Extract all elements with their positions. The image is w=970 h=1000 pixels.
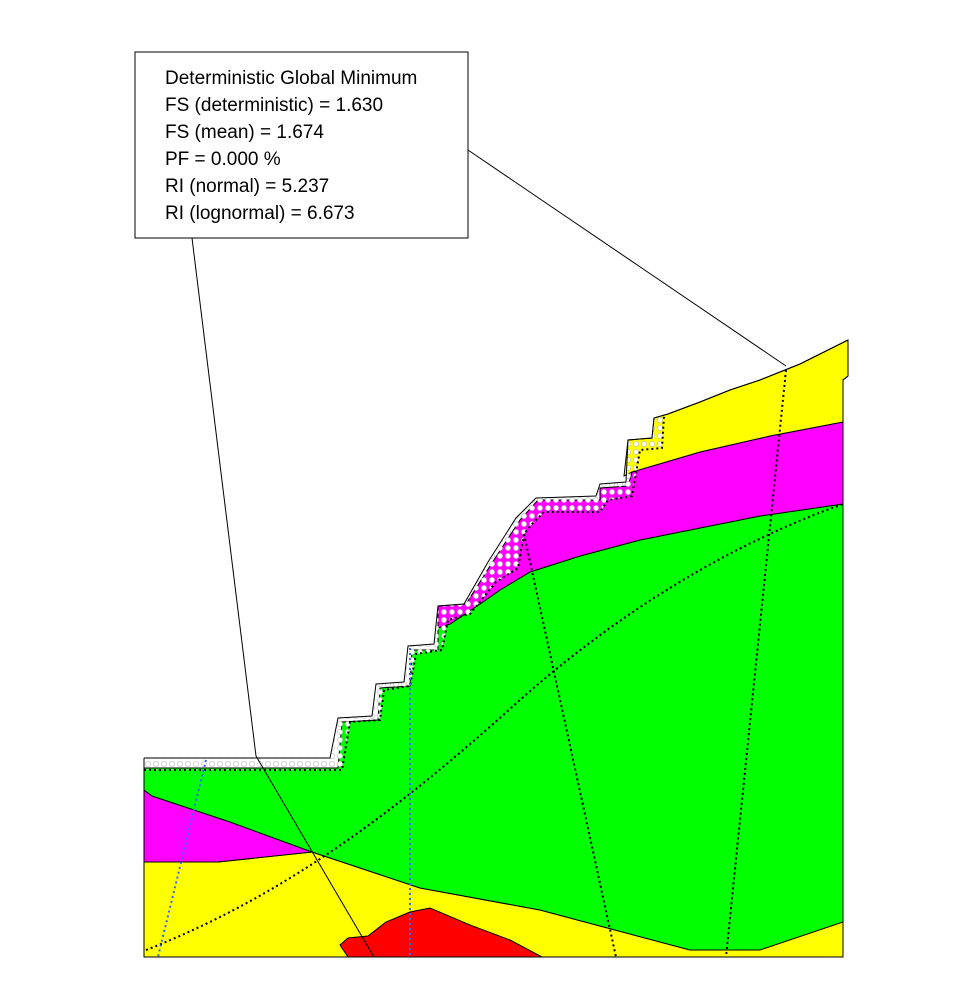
blue-dotted-line-1 xyxy=(157,759,207,958)
model-boundary xyxy=(143,340,849,958)
dotted-stepped-line xyxy=(144,415,665,771)
info-line-ri-lognormal: RI (lognormal) = 6.673 xyxy=(165,203,355,224)
dotted-line-1 xyxy=(523,533,617,958)
leader-line-left xyxy=(191,237,257,757)
info-box-title: Deterministic Global Minimum xyxy=(165,68,417,89)
info-line-fs-deterministic: FS (deterministic) = 1.630 xyxy=(165,95,383,116)
info-line-fs-mean: FS (mean) = 1.674 xyxy=(165,122,324,143)
leader-line-right xyxy=(467,149,787,367)
slip-surface-line xyxy=(255,755,375,958)
dotted-line-2 xyxy=(725,369,787,958)
info-box: Deterministic Global Minimum FS (determi… xyxy=(134,51,469,239)
ground-surface xyxy=(144,339,849,759)
info-line-ri-normal: RI (normal) = 5.237 xyxy=(165,176,329,197)
dotted-curve-line xyxy=(145,503,844,951)
surface-bead-strip xyxy=(144,416,664,770)
info-box-frame xyxy=(134,51,469,239)
info-line-pf: PF = 0.000 % xyxy=(165,149,281,170)
